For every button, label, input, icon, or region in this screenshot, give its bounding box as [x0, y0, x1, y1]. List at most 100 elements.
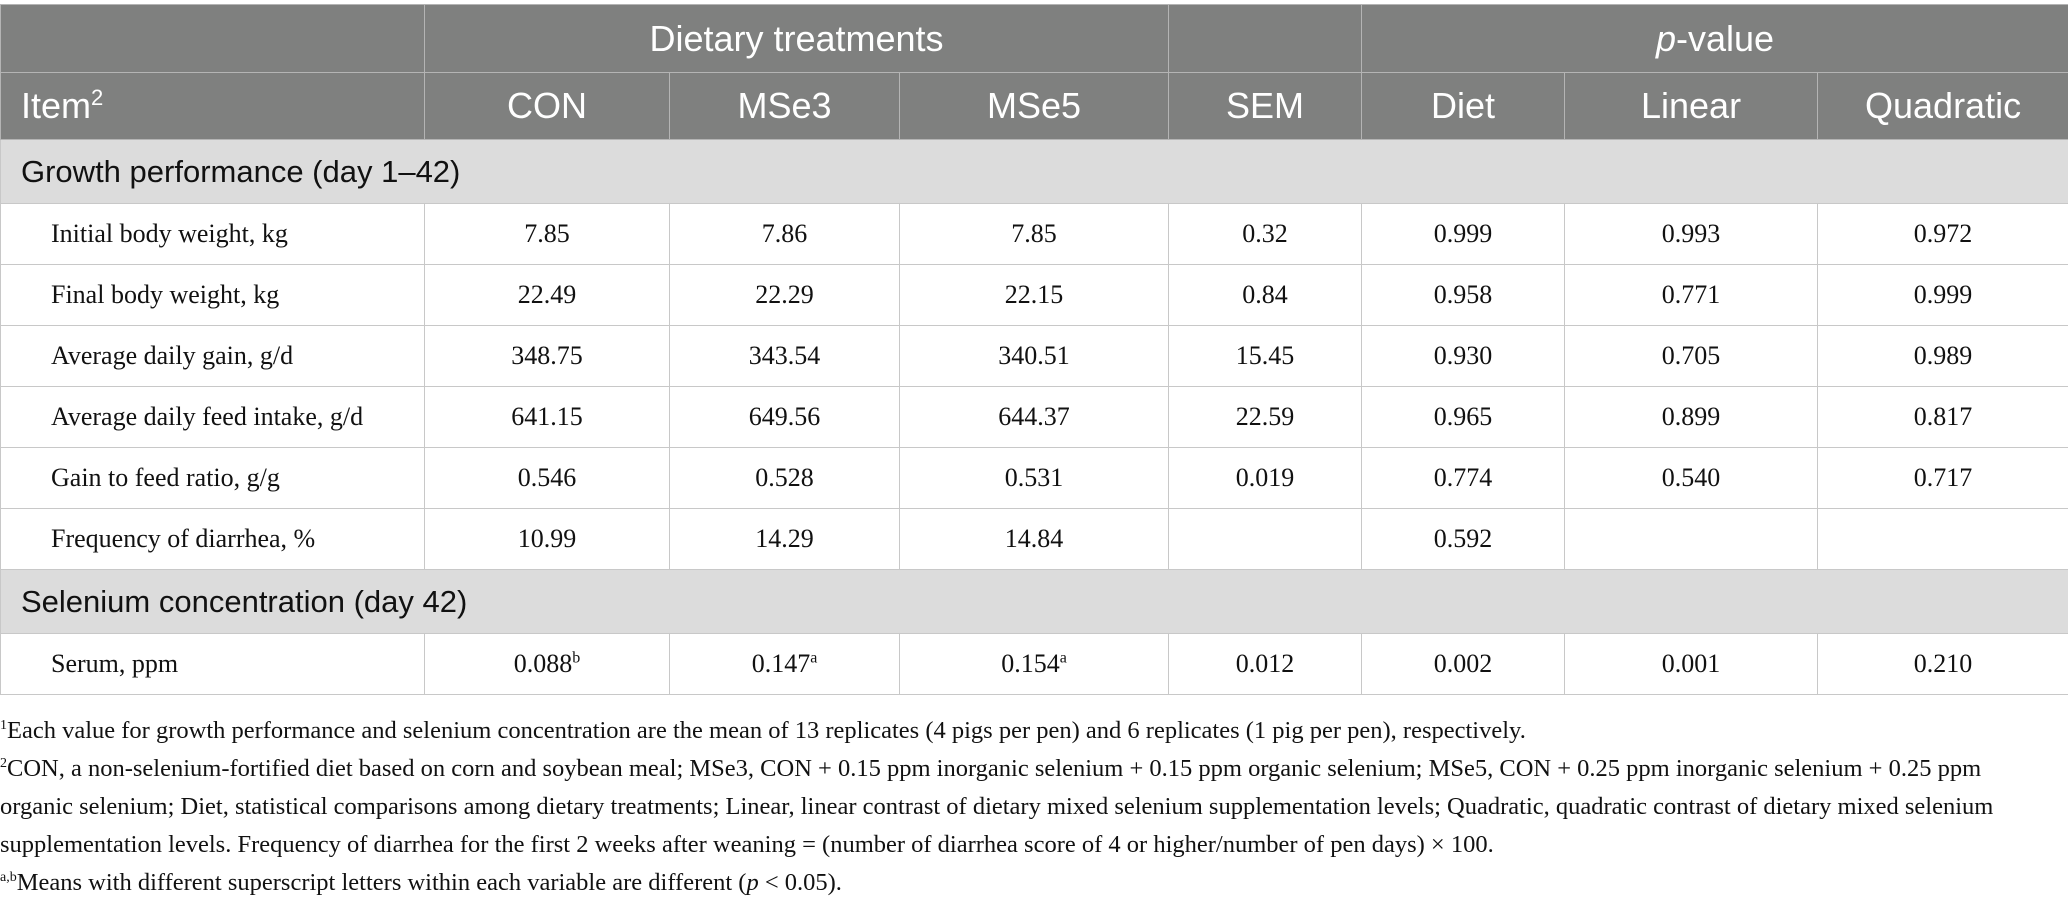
cell-con: 22.49	[424, 264, 670, 326]
header-item: Item2	[0, 72, 425, 140]
footnote-mark: 2	[0, 755, 7, 771]
table-row: Initial body weight, kg 7.85 7.86 7.85 0…	[0, 203, 2068, 265]
cell-diet: 0.002	[1361, 633, 1566, 695]
cell-mse3: 0.147a	[669, 633, 900, 695]
cell-quadratic: 0.999	[1817, 264, 2068, 326]
header-linear: Linear	[1564, 72, 1819, 140]
footnote-text: Means with different superscript letters…	[16, 869, 747, 896]
cell-diet: 0.958	[1361, 264, 1566, 326]
cell-mse3: 22.29	[669, 264, 900, 326]
cell-mse5: 340.51	[898, 325, 1170, 387]
cell-mse5: 0.154a	[898, 633, 1170, 695]
cell-con: 0.088b	[424, 633, 670, 695]
cell-quadratic: 0.817	[1817, 386, 2068, 448]
row-label: Average daily feed intake, g/d	[0, 386, 425, 448]
cell-mse3: 7.86	[669, 203, 900, 265]
header-p-value-suffix: -value	[1676, 17, 1775, 59]
row-label: Final body weight, kg	[0, 264, 425, 326]
cell-sem: 0.012	[1168, 633, 1363, 695]
cell-con: 7.85	[424, 203, 670, 265]
cell-mse3: 343.54	[669, 325, 900, 387]
cell-linear: 0.899	[1564, 386, 1819, 448]
cell-linear: 0.705	[1564, 325, 1819, 387]
footnote-mark: a,b	[0, 869, 17, 885]
footnote-1: 1Each value for growth performance and s…	[0, 712, 2060, 750]
table-row: Average daily gain, g/d 348.75 343.54 34…	[0, 325, 2068, 387]
section-title: Growth performance (day 1–42)	[0, 139, 2068, 204]
cell-linear	[1564, 508, 1819, 570]
cell-mse3: 14.29	[669, 508, 900, 570]
header-quadratic: Quadratic	[1817, 72, 2068, 140]
cell-sem: 0.019	[1168, 447, 1363, 509]
significance-letter: b	[572, 649, 581, 667]
cell-diet: 0.774	[1361, 447, 1566, 509]
cell-quadratic: 0.717	[1817, 447, 2068, 509]
cell-value: 0.147	[751, 649, 811, 678]
header-p-value: p-value	[1361, 4, 2068, 73]
cell-mse3: 0.528	[669, 447, 900, 509]
significance-letter: a	[810, 649, 818, 667]
footnote-2: 2CON, a non-selenium-fortified diet base…	[0, 750, 2060, 864]
cell-mse3: 649.56	[669, 386, 900, 448]
table-footnotes: 1Each value for growth performance and s…	[0, 712, 2060, 902]
cell-quadratic	[1817, 508, 2068, 570]
footnote-text: CON, a non-selenium-fortified diet based…	[0, 755, 1994, 858]
table-row: Final body weight, kg 22.49 22.29 22.15 …	[0, 264, 2068, 326]
header-empty-cell	[0, 4, 425, 73]
header-column-row: Item2 CON MSe3 MSe5 SEM Diet Linear Quad…	[0, 72, 2068, 140]
cell-sem: 0.84	[1168, 264, 1363, 326]
footnote-p-letter: p	[746, 869, 759, 896]
results-table: Dietary treatments p-value Item2 CON MSe…	[0, 4, 2068, 695]
cell-con: 0.546	[424, 447, 670, 509]
footnote-3: a,bMeans with different superscript lett…	[0, 864, 2060, 902]
cell-value: 0.154	[1001, 649, 1060, 678]
cell-sem: 15.45	[1168, 325, 1363, 387]
header-dietary-treatments: Dietary treatments	[423, 4, 1170, 73]
header-item-label: Item	[21, 85, 92, 126]
cell-mse5: 22.15	[898, 264, 1170, 326]
header-p-letter: p	[1656, 17, 1677, 59]
header-empty-cell	[1168, 4, 1363, 73]
header-item-footnote-mark: 2	[91, 85, 104, 110]
footnote-text-end: < 0.05).	[758, 869, 842, 896]
row-label: Average daily gain, g/d	[0, 325, 425, 387]
header-group-row: Dietary treatments p-value	[0, 4, 2068, 73]
cell-linear: 0.771	[1564, 264, 1819, 326]
cell-sem: 22.59	[1168, 386, 1363, 448]
cell-diet: 0.999	[1361, 203, 1566, 265]
header-con: CON	[424, 72, 670, 140]
table-row: Serum, ppm 0.088b 0.147a 0.154a 0.012 0.…	[0, 633, 2068, 695]
row-label: Frequency of diarrhea, %	[0, 508, 425, 570]
header-mse5: MSe5	[898, 72, 1170, 140]
row-label: Gain to feed ratio, g/g	[0, 447, 425, 509]
cell-linear: 0.993	[1564, 203, 1819, 265]
significance-letter: a	[1059, 649, 1067, 667]
cell-diet: 0.965	[1361, 386, 1566, 448]
cell-sem	[1168, 508, 1363, 570]
header-diet: Diet	[1361, 72, 1566, 140]
cell-linear: 0.540	[1564, 447, 1819, 509]
section-title: Selenium concentration (day 42)	[0, 569, 2068, 634]
row-label: Initial body weight, kg	[0, 203, 425, 265]
cell-sem: 0.32	[1168, 203, 1363, 265]
header-sem: SEM	[1168, 72, 1363, 140]
table-row: Frequency of diarrhea, % 10.99 14.29 14.…	[0, 508, 2068, 570]
cell-mse5: 14.84	[898, 508, 1170, 570]
cell-con: 641.15	[424, 386, 670, 448]
table-row: Average daily feed intake, g/d 641.15 64…	[0, 386, 2068, 448]
cell-mse5: 7.85	[898, 203, 1170, 265]
cell-linear: 0.001	[1564, 633, 1819, 695]
cell-diet: 0.592	[1361, 508, 1566, 570]
cell-quadratic: 0.989	[1817, 325, 2068, 387]
cell-con: 10.99	[424, 508, 670, 570]
cell-quadratic: 0.972	[1817, 203, 2068, 265]
cell-mse5: 0.531	[898, 447, 1170, 509]
cell-con: 348.75	[424, 325, 670, 387]
section-row-selenium: Selenium concentration (day 42)	[0, 569, 2068, 634]
cell-value: 0.088	[513, 649, 573, 678]
header-mse3: MSe3	[669, 72, 900, 140]
footnote-mark: 1	[0, 717, 7, 733]
table-row: Gain to feed ratio, g/g 0.546 0.528 0.53…	[0, 447, 2068, 509]
section-row-growth: Growth performance (day 1–42)	[0, 139, 2068, 204]
cell-quadratic: 0.210	[1817, 633, 2068, 695]
